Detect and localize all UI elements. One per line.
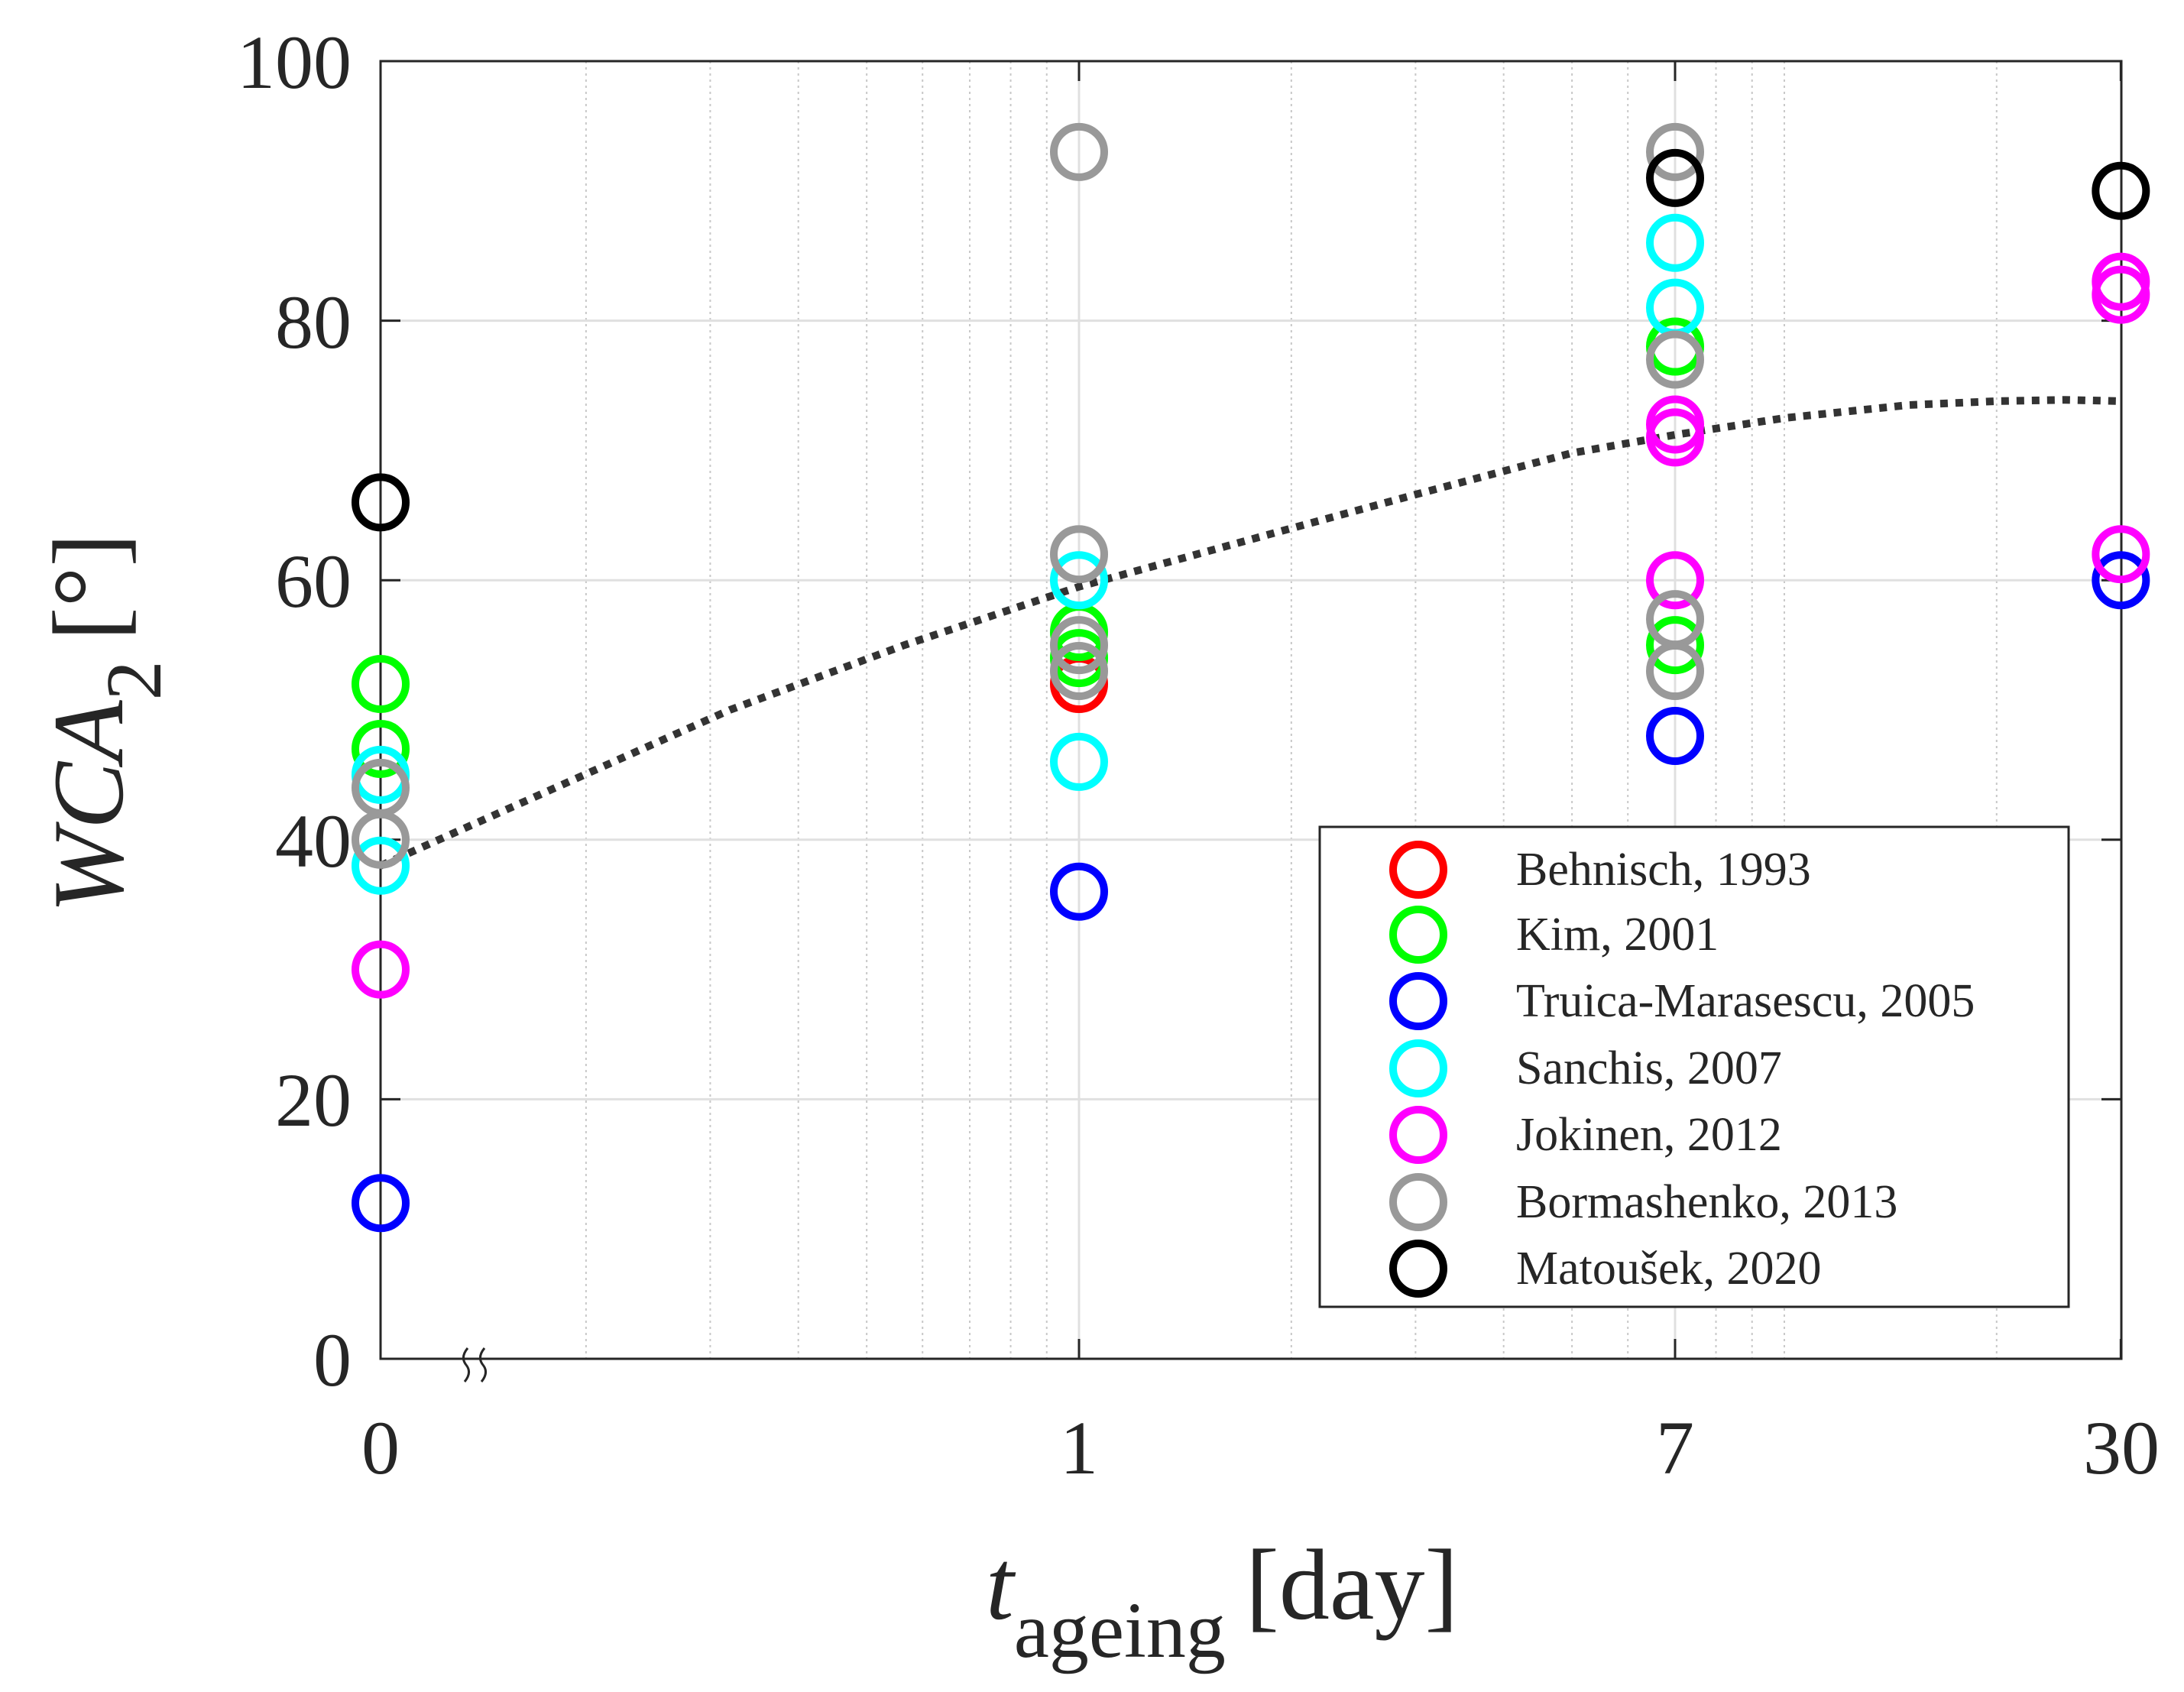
data-point — [1050, 616, 1108, 675]
legend-label: Truica-Marasescu, 2005 — [1516, 975, 1975, 1027]
y-axis-title-main: WCA — [32, 699, 144, 913]
legend-entry: Bormashenko, 2013 — [1389, 1173, 1897, 1231]
y-tick-label: 0 — [313, 1318, 352, 1402]
data-point — [1050, 551, 1108, 610]
y-axis-title: WCA2 [°] — [32, 533, 178, 913]
data-point — [352, 836, 410, 895]
y-tick-label: 60 — [275, 539, 352, 624]
legend-entry: Matoušek, 2020 — [1389, 1240, 1822, 1298]
y-tick-label: 80 — [275, 280, 352, 365]
data-point — [352, 1174, 410, 1233]
data-point — [1050, 642, 1108, 701]
legend-entry: Truica-Marasescu, 2005 — [1389, 972, 1975, 1030]
legend-marker — [1389, 906, 1447, 964]
x-axis-title: tageing [day] — [986, 1528, 1458, 1674]
data-point — [1646, 408, 1704, 467]
y-tick-labels: 0 20 40 60 80 100 — [237, 20, 352, 1402]
legend-marker — [1389, 841, 1447, 899]
x-axis-title-main: t — [986, 1528, 1016, 1641]
data-point — [1646, 122, 1704, 181]
legend-entry: Kim, 2001 — [1389, 906, 1719, 964]
legend-marker — [1389, 1173, 1447, 1231]
data-point — [1646, 616, 1704, 675]
data-point — [1646, 551, 1704, 610]
y-tick-label: 100 — [237, 20, 352, 105]
data-point — [1646, 213, 1704, 272]
data-point — [1050, 122, 1108, 181]
data-point — [352, 473, 410, 532]
trend-line — [378, 396, 2121, 870]
y-tick-label: 40 — [275, 799, 352, 883]
data-point — [1646, 642, 1704, 701]
data-markers — [352, 122, 2150, 1233]
data-point — [1646, 148, 1704, 207]
data-point — [2092, 525, 2150, 584]
data-point — [1646, 330, 1704, 389]
legend-marker — [1389, 972, 1447, 1030]
x-tick-label: 1 — [1060, 1405, 1098, 1490]
y-tick-label: 20 — [275, 1058, 352, 1143]
data-point — [352, 940, 410, 999]
data-point — [352, 719, 410, 778]
legend-marker — [1389, 1039, 1447, 1097]
data-point — [1050, 732, 1108, 791]
y-axis-title-unit: [°] — [32, 533, 144, 641]
legend-label: Bormashenko, 2013 — [1516, 1176, 1897, 1228]
data-point — [1050, 525, 1108, 584]
legend-label: Jokinen, 2012 — [1516, 1109, 1782, 1161]
legend-entry: Sanchis, 2007 — [1389, 1039, 1782, 1097]
x-tick-label: 0 — [361, 1405, 400, 1490]
legend-label: Sanchis, 2007 — [1516, 1042, 1782, 1094]
legend-label: Behnisch, 1993 — [1516, 844, 1811, 896]
x-axis-title-unit: [day] — [1246, 1528, 1459, 1641]
y-axis-title-subscript: 2 — [90, 660, 178, 700]
legend-label: Kim, 2001 — [1516, 909, 1719, 961]
data-point — [352, 810, 410, 869]
data-point — [2092, 161, 2150, 220]
legend-marker — [1389, 1106, 1447, 1164]
data-point — [1050, 862, 1108, 921]
data-point — [1646, 706, 1704, 765]
x-tick-label: 30 — [2083, 1405, 2160, 1490]
x-tick-labels: 0 1 7 30 — [361, 1405, 2160, 1490]
legend-entry: Behnisch, 1993 — [1389, 841, 1811, 899]
x-tick-label: 7 — [1656, 1405, 1694, 1490]
legend-entry: Jokinen, 2012 — [1389, 1106, 1782, 1164]
axis-break-icon — [462, 1347, 487, 1382]
data-point — [2092, 265, 2150, 324]
legend-marker — [1389, 1240, 1447, 1298]
data-point — [352, 655, 410, 714]
x-axis-title-subscript: ageing — [1014, 1587, 1226, 1674]
legend: Behnisch, 1993 Kim, 2001 Truica-Marasesc… — [1318, 825, 2070, 1308]
legend-label: Matoušek, 2020 — [1516, 1243, 1822, 1295]
minor-grid — [585, 61, 1998, 1359]
data-point — [2092, 551, 2150, 610]
